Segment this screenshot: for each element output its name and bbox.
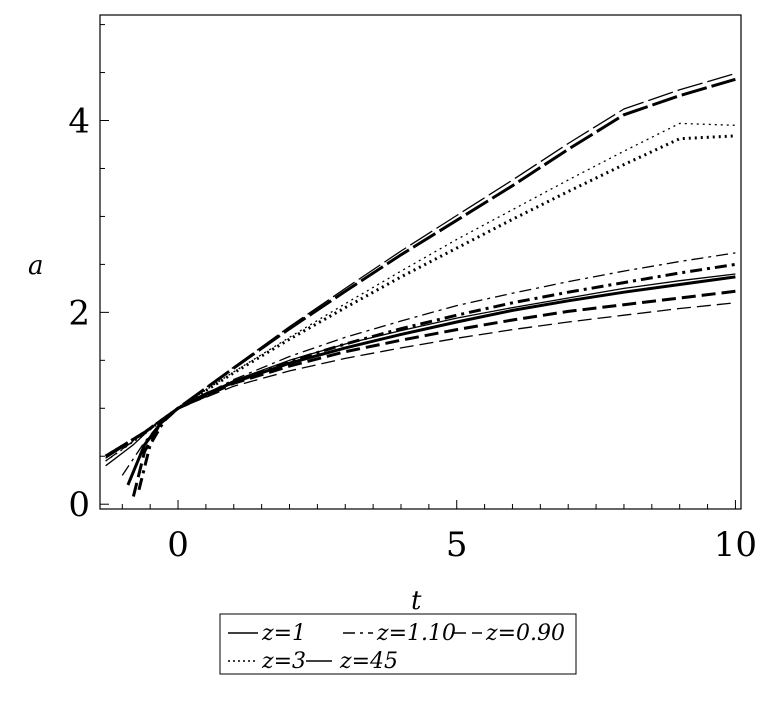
x-axis-title: t xyxy=(411,586,422,616)
ticks-layer xyxy=(100,24,736,509)
x-tick-label: 0 xyxy=(167,525,189,565)
y-tick-label: 2 xyxy=(68,293,90,333)
legend-label: z=45 xyxy=(339,649,398,674)
legend-entries: z=1 z=1.10 z=0.90 z=3 z=45 xyxy=(228,621,565,674)
y-tick-label: 4 xyxy=(68,102,90,142)
x-tick-label: 5 xyxy=(446,525,468,565)
y-tick-label: 0 xyxy=(68,485,90,525)
series-line-z-0-90-thick xyxy=(131,289,736,497)
plot-frame xyxy=(99,14,742,510)
tick-labels: 0 5 10 0 2 4 xyxy=(68,102,757,565)
legend-label: z=0.90 xyxy=(485,621,565,646)
legend-label: z=3 xyxy=(261,649,306,674)
series-line-z-1-10-thick xyxy=(137,262,736,491)
legend-box xyxy=(219,613,577,675)
y-axis-title: a xyxy=(28,251,44,281)
legend-label: z=1 xyxy=(261,621,306,646)
legend: z=1 z=1.10 z=0.90 z=3 z=45 xyxy=(219,613,577,675)
legend-label: z=1.10 xyxy=(376,621,456,646)
series-layer xyxy=(104,72,736,497)
series-line-z-3-thick xyxy=(104,134,736,458)
series-line-z-1-thin xyxy=(105,273,736,467)
series-line-z-45-thin xyxy=(105,72,736,459)
series-line-z-3-thin xyxy=(105,122,736,462)
x-tick-label: 10 xyxy=(714,525,757,565)
